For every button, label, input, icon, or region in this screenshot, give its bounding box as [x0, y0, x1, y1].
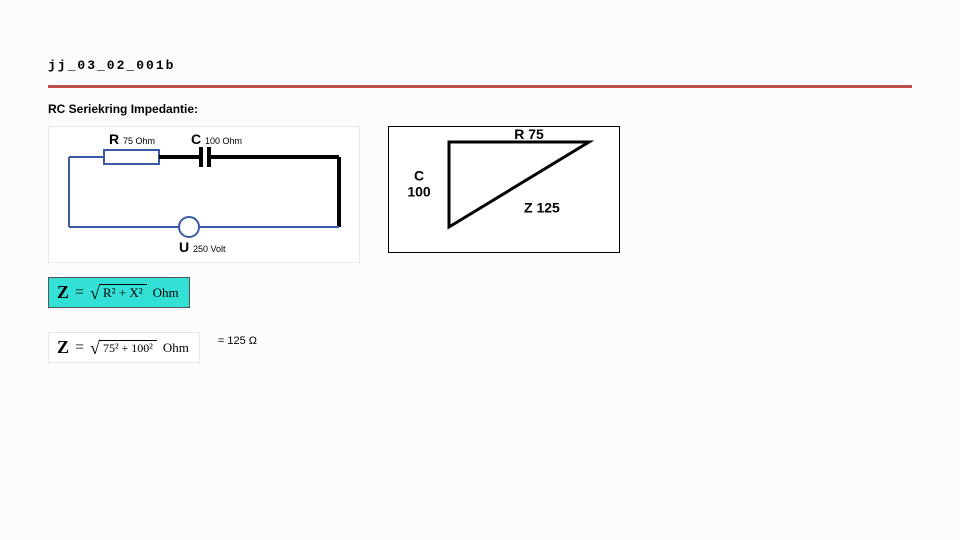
title-divider [48, 85, 912, 88]
result-text: = 125 Ω [218, 335, 257, 347]
triangle-label-R: R 75 [514, 127, 544, 142]
formula-numeric: Z = √ 75² + 100² Ohm [48, 332, 200, 363]
formula-numeric-radicand: 75² + 100² [99, 340, 157, 356]
formula-numeric-Z: Z [57, 337, 69, 358]
triangle-label-C: C [414, 168, 424, 184]
page-title: jj_03_02_001b [48, 58, 912, 73]
formula-numeric-unit: Ohm [163, 340, 189, 356]
triangle-label-Cval: 100 [407, 184, 431, 200]
circuit-C-label: C 100 Ohm [191, 131, 242, 147]
circuit-svg: R 75 Ohm C 100 Ohm U 250 Volt [49, 127, 359, 257]
triangle-figure: R 75 C 100 Z 125 [388, 126, 620, 253]
circuit-R-label: R 75 Ohm [109, 131, 155, 147]
triangle-svg: R 75 C 100 Z 125 [389, 127, 619, 247]
formula-generic-Z: Z [57, 282, 69, 303]
subtitle: RC Seriekring Impedantie: [48, 102, 912, 116]
circuit-figure: R 75 Ohm C 100 Ohm U 250 Volt [48, 126, 360, 263]
formula-generic-unit: Ohm [153, 285, 179, 301]
formula-generic-radicand: R² + X² [99, 284, 147, 301]
circuit-U-label: U 250 Volt [179, 239, 226, 255]
formula-generic: Z = √ R² + X² Ohm [48, 277, 190, 308]
figure-row: R 75 Ohm C 100 Ohm U 250 Volt R 75 C 100… [48, 126, 912, 263]
triangle-label-Z: Z 125 [524, 200, 560, 216]
